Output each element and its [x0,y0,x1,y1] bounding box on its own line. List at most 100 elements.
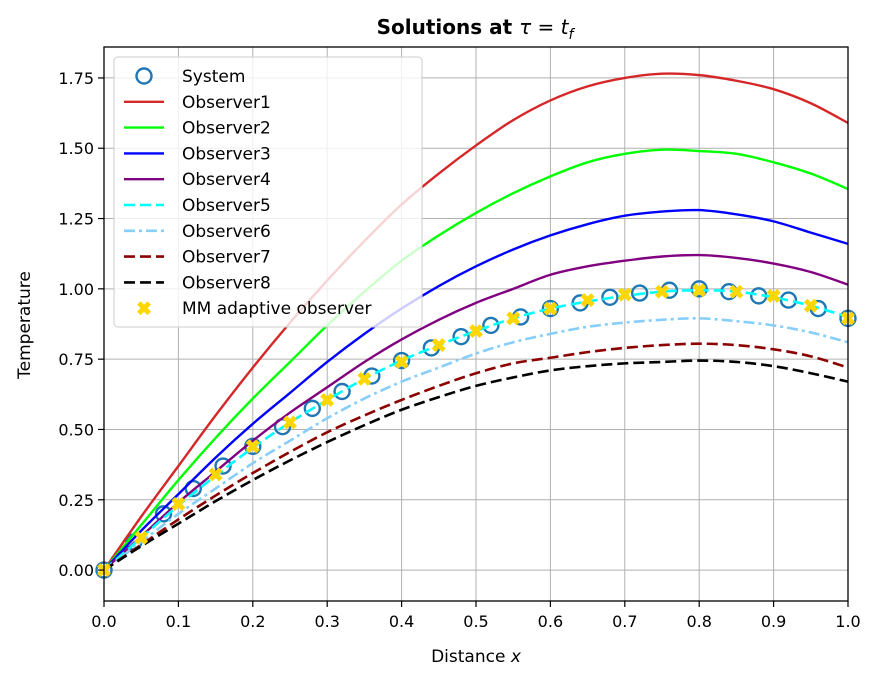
chart-title: Solutions at τ = tf [377,15,576,43]
mm-observer-point [134,530,149,545]
x-tick-label: 0.7 [612,612,637,631]
mm-observer-point [357,371,372,386]
legend-box [113,56,423,328]
x-tick-label: 0.1 [166,612,191,631]
mm-observer-point [617,287,632,302]
system-point [154,505,173,523]
system-point [392,351,411,370]
system-point [601,288,619,306]
x-marker-stroke [208,467,223,482]
legend: System Observer1 Observer2 Observer3 Observe… [113,56,423,328]
x-marker-stroke [617,287,632,302]
legend-entry-observer6: Observer6 [124,222,271,242]
system-point [333,382,351,401]
series-line-observer3 [103,208,849,571]
system-point [690,280,708,298]
system-point [482,316,500,335]
x-marker-stroke [431,338,446,353]
legend-entry-observer5: Observer5 [124,196,271,216]
x-tick-label: 0.4 [389,612,414,631]
x-tick-label: 1.0 [835,612,860,631]
y-tick-label: 0.50 [58,420,94,439]
x-marker-stroke [580,293,595,308]
legend-label: Observer5 [182,196,271,216]
mm-observer-point [320,392,335,407]
legend-entry-observer4: Observer4 [124,170,271,190]
y-tick-label: 1.50 [58,139,94,158]
x-marker-stroke [543,301,558,316]
legend-entry-observer7: Observer7 [124,248,271,268]
x-marker-stroke [729,284,744,299]
legend-entry-observer2: Observer2 [124,119,271,139]
x-marker-stroke [137,301,151,316]
x-tick-label: 0.3 [314,612,339,631]
x-tick-label: 0.5 [463,612,488,631]
system-point [630,284,649,302]
mm-observer-point [506,311,521,326]
x-marker-stroke [469,324,483,338]
legend-label: System [182,67,245,87]
legend-swatch [137,301,151,316]
mm-observer-point [469,324,483,338]
series-line-observer6 [103,317,849,572]
legend-entry-observer3: Observer3 [124,144,271,164]
legend-label: Observer7 [182,248,271,268]
y-tick-label: 1.75 [58,69,94,88]
legend-label: Observer8 [182,273,271,293]
system-point [452,327,470,346]
legend-label: Observer3 [182,144,271,164]
system-point [779,291,798,309]
y-axis-ticks: 0.00 0.25 0.50 0.75 1.00 1.25 1.50 1.75 [58,69,104,580]
series-line-observer1 [103,72,849,571]
system-point [541,299,560,318]
x-marker-stroke [245,439,260,454]
x-marker-stroke [766,288,781,303]
series-line-observer4 [103,253,849,571]
legend-label: Observer1 [182,93,271,113]
mm-observer-point [655,284,669,299]
series-line-observer8 [103,359,849,572]
legend-entry-observer8: Observer8 [124,273,271,293]
system-point [303,399,322,418]
legend-label: Observer4 [182,170,271,190]
mm-observer-point [394,354,409,369]
series-mm-adaptive-observer [97,283,855,578]
series-line-observer2 [103,148,849,571]
system-point [214,457,232,475]
x-marker-stroke [655,284,669,299]
mm-observer-point [171,497,186,511]
legend-swatch [135,67,153,85]
legend-label: Observer6 [182,222,271,242]
x-tick-label: 0.2 [240,612,265,631]
x-marker-stroke [171,497,186,511]
legend-entry-mm-adaptive-observer: MM adaptive observer [137,299,371,319]
mm-observer-point [245,439,260,454]
legend-label: Observer2 [182,119,271,139]
mm-observer-point [692,283,707,298]
y-tick-label: 1.25 [58,210,94,229]
x-marker-stroke [357,371,372,386]
legend-entry-observer1: Observer1 [124,93,271,113]
x-tick-label: 0.6 [538,612,563,631]
x-axis-label: Distance x [431,647,522,667]
x-tick-label: 0.9 [761,612,786,631]
x-marker-stroke [134,530,149,545]
x-marker-stroke [506,311,521,326]
x-axis-ticks: 0.0 0.1 0.2 0.3 0.4 0.5 0.6 0.7 0.8 0.9 1.0 [91,601,861,631]
y-tick-label: 0.00 [58,561,94,580]
x-tick-label: 0.0 [91,612,116,631]
x-marker-stroke [283,415,297,430]
x-marker-stroke [692,283,707,298]
mm-observer-point [431,338,446,353]
mm-observer-point [283,415,297,430]
mm-observer-point [803,298,818,313]
x-marker-stroke [320,392,335,407]
y-tick-label: 0.25 [58,491,94,510]
mm-observer-point [729,284,744,299]
mm-observer-point [580,293,595,308]
x-marker-stroke [803,298,818,313]
y-axis-label: Temperature [15,271,35,380]
legend-label: MM adaptive observer [182,299,371,319]
